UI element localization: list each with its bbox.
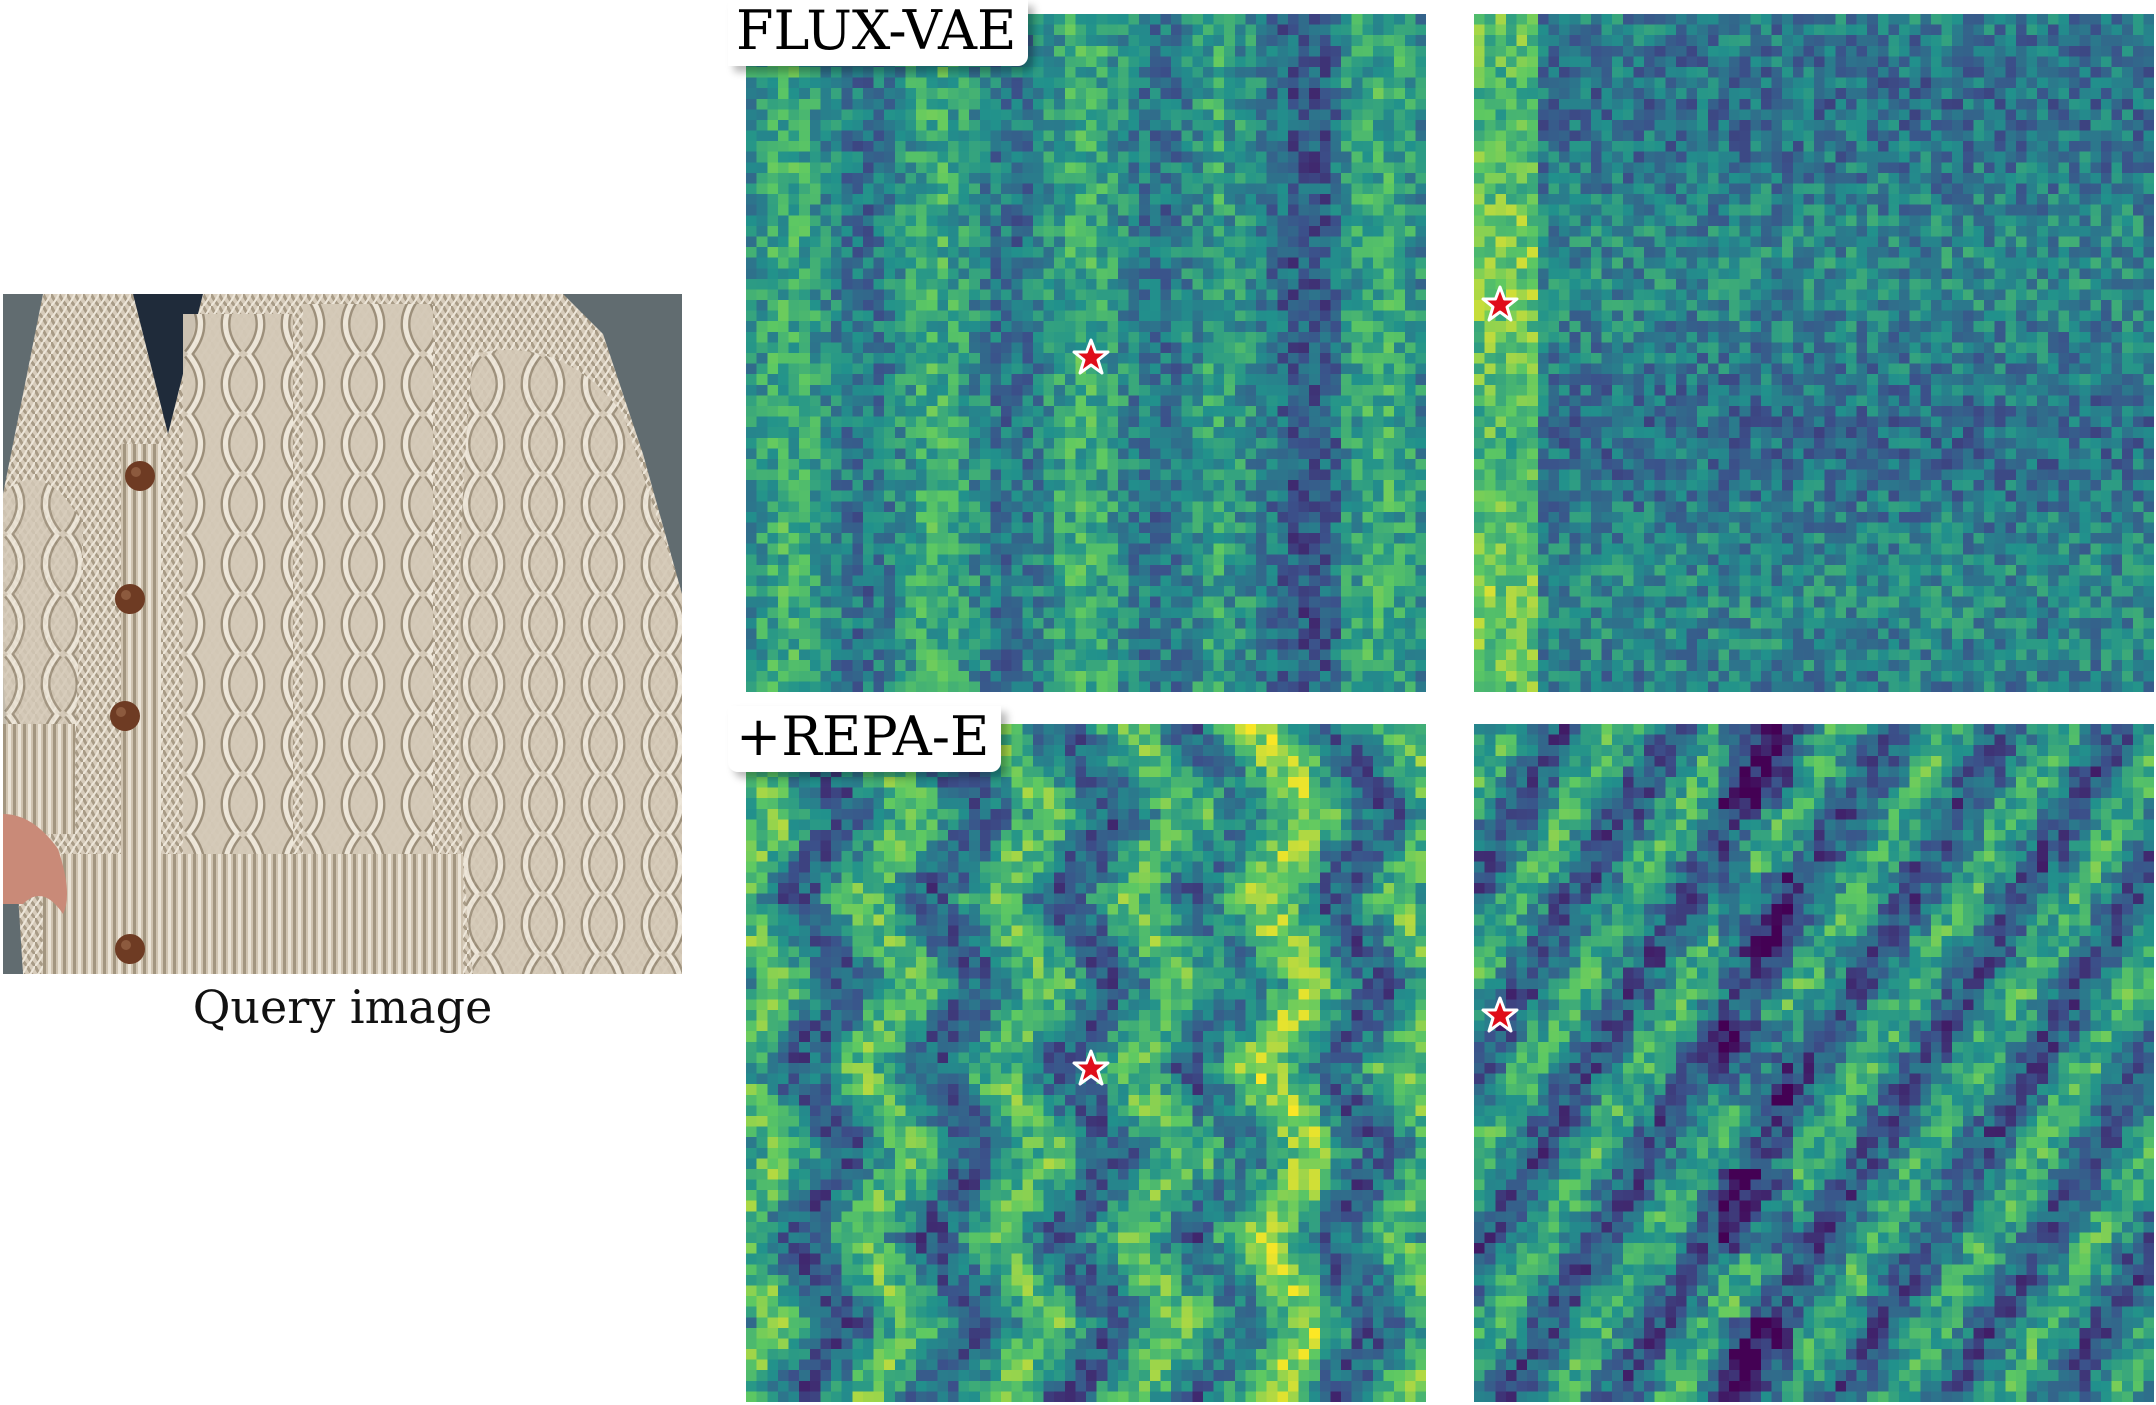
query-point-star-icon [1072,1049,1110,1086]
query-point-star-icon [1481,285,1519,322]
cardigan-photo [3,294,682,974]
heatmap-canvas [1474,14,2154,692]
query-point-star-icon [1481,996,1519,1033]
query-image [3,294,682,974]
query-point-star-icon [1072,338,1110,375]
row-label-flux-vae: FLUX-VAE [728,0,1029,66]
heatmap-repa-e-point-2 [1474,724,2154,1402]
query-image-caption: Query image [192,980,493,1034]
row-label-repa-e: +REPA-E [728,706,1002,772]
heatmap-flux-vae-point-2 [1474,14,2154,692]
heatmap-canvas [1474,724,2154,1402]
